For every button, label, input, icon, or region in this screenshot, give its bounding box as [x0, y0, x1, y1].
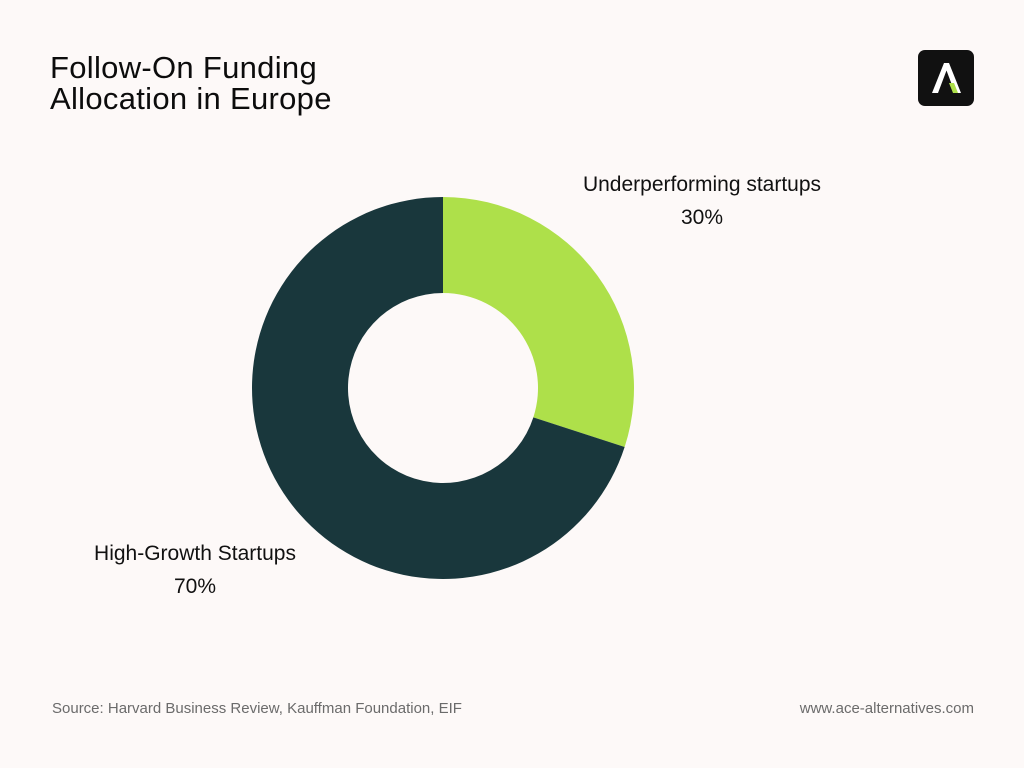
donut-slice-high-growth-startups[interactable] [251, 197, 625, 579]
slice-value-label-1: 70% [174, 575, 216, 598]
logo-letter-a-icon [932, 63, 961, 93]
chart-title-line-2: Allocation in Europe [50, 81, 332, 116]
chart-title: Follow-On Funding Allocation in Europe [50, 52, 332, 114]
slice-value-label-0: 30% [681, 206, 723, 229]
ace-alternatives-logo[interactable] [918, 50, 974, 106]
slice-label-1: High-Growth Startups [94, 542, 296, 565]
slice-label-0: Underperforming startups [583, 173, 821, 196]
website-url: www.ace-alternatives.com [799, 700, 974, 717]
donut-slice-underperforming-startups[interactable] [443, 197, 634, 448]
chart-title-line-1: Follow-On Funding [50, 50, 317, 85]
source-citation: Source: Harvard Business Review, Kauffma… [52, 700, 462, 717]
